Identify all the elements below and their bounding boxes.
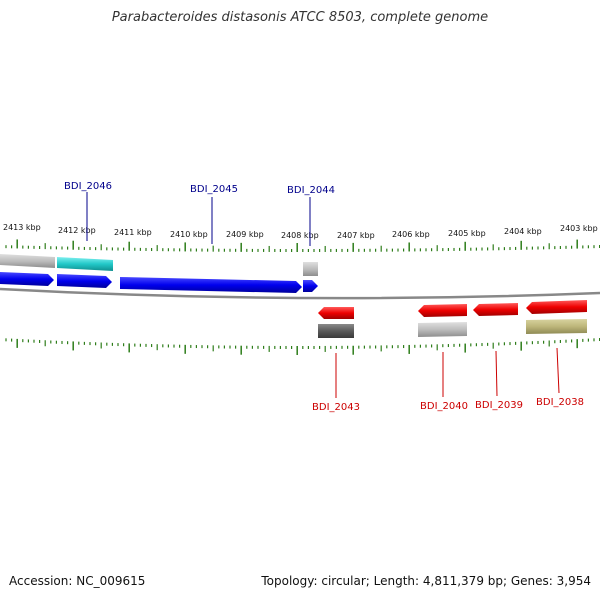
kbp-label: 2403 kbp [560,224,598,233]
outer-tick-track [5,239,600,252]
feature-block[interactable] [418,322,467,337]
kbp-label: 2406 kbp [392,230,430,239]
kbp-label: 2404 kbp [504,227,542,236]
cds-arrow-reverse[interactable] [318,307,354,319]
cds-arrow-reverse[interactable] [526,300,587,314]
feature-block[interactable] [318,324,354,338]
gene-label-bdi-2039[interactable]: BDI_2039 [475,400,523,411]
feature-block[interactable] [57,257,113,271]
kbp-label-group: 2413 kbp 2412 kbp 2411 kbp 2410 kbp 2409… [3,223,598,240]
kbp-label: 2407 kbp [337,231,375,240]
reverse-gene-labels: BDI_2043 BDI_2040 BDI_2039 BDI_2038 [312,347,584,413]
cds-arrow-forward[interactable] [303,280,318,292]
gene-label-bdi-2040[interactable]: BDI_2040 [420,401,468,412]
gene-label-bdi-2044[interactable]: BDI_2044 [287,185,335,196]
feature-block[interactable] [0,254,55,268]
cds-arrow-reverse[interactable] [473,303,518,316]
gene-label-bdi-2038[interactable]: BDI_2038 [536,397,584,408]
feature-block[interactable] [303,262,318,276]
gene-label-bdi-2046[interactable]: BDI_2046 [64,181,112,192]
label-leader-line [556,347,560,394]
genome-backbone [0,287,600,300]
genome-summary-text: Topology: circular; Length: 4,811,379 bp… [261,574,591,588]
forward-strand-track [0,254,318,293]
accession-text: Accession: NC_009615 [9,574,146,588]
cds-arrow-forward[interactable] [120,277,302,293]
kbp-label: 2408 kbp [281,231,319,240]
inner-tick-track [5,338,600,355]
cds-arrow-forward[interactable] [0,272,54,286]
gene-label-bdi-2045[interactable]: BDI_2045 [190,184,238,195]
label-leader-line [495,350,498,397]
kbp-label: 2410 kbp [170,230,208,239]
gene-label-bdi-2043[interactable]: BDI_2043 [312,402,360,413]
feature-block[interactable] [526,319,587,334]
map-title: Parabacteroides distasonis ATCC 8503, co… [111,10,489,25]
kbp-label: 2405 kbp [448,229,486,238]
cds-arrow-forward[interactable] [57,274,112,288]
cds-arrow-reverse[interactable] [418,304,467,317]
kbp-label: 2412 kbp [58,226,96,235]
forward-gene-labels: BDI_2046 BDI_2045 BDI_2044 [64,181,335,246]
kbp-label: 2413 kbp [3,223,41,232]
kbp-label: 2409 kbp [226,230,264,239]
reverse-strand-track [318,300,587,338]
kbp-label: 2411 kbp [114,228,152,237]
